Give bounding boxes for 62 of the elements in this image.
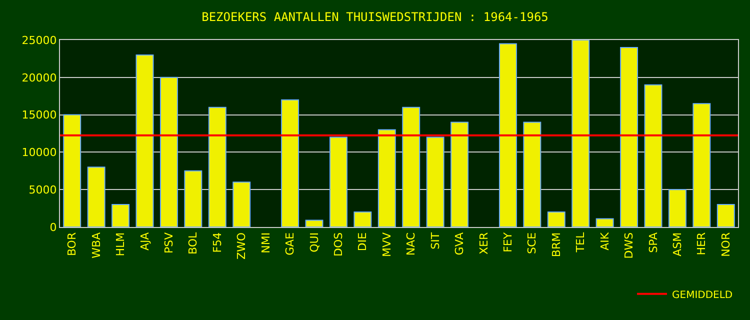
bar: [160, 76, 178, 227]
bar: [184, 170, 202, 227]
bar: [329, 136, 348, 227]
bar: [208, 106, 226, 227]
x-tick-label: AJA: [138, 232, 152, 251]
x-tick-label: DOS: [332, 232, 346, 257]
bar: [232, 182, 251, 227]
legend-label: GEMIDDELD: [672, 290, 733, 301]
y-tick-label: 10000: [22, 146, 57, 160]
bar: [63, 114, 82, 227]
bar: [402, 106, 420, 227]
bar: [136, 54, 154, 227]
x-tick-label: F54: [210, 232, 224, 253]
x-tick-label: SIT: [428, 232, 442, 250]
y-tick-label: 15000: [22, 108, 57, 122]
y-tick-label: 20000: [22, 71, 57, 84]
x-tick-label: BOR: [66, 232, 79, 256]
bar: [596, 218, 614, 227]
bar: [547, 212, 566, 227]
x-tick-label: ASM: [671, 232, 684, 256]
bar: [112, 204, 130, 227]
x-tick-label: SPA: [646, 232, 660, 253]
bar: [498, 43, 517, 227]
bar: [450, 122, 469, 227]
bar: [354, 212, 372, 227]
x-tick-label: MVV: [380, 232, 394, 257]
bar: [523, 122, 542, 227]
bar: [716, 204, 735, 227]
bar: [378, 129, 396, 227]
x-tick-label: DWS: [622, 232, 636, 259]
bar: [644, 84, 662, 227]
y-tick-label: 5000: [28, 183, 57, 196]
x-tick-label: NAC: [404, 232, 418, 256]
bar: [692, 103, 711, 227]
x-tick-label: WBA: [90, 232, 103, 258]
x-tick-label: XER: [477, 232, 490, 255]
x-tick-label: BRM: [550, 232, 563, 258]
x-tick-label: FEY: [502, 232, 515, 252]
bar: [668, 189, 686, 227]
y-tick-label: 25000: [22, 34, 57, 47]
x-tick-label: SCE: [526, 232, 539, 254]
x-tick-label: NOR: [719, 232, 732, 257]
bar: [281, 99, 300, 227]
bar: [426, 136, 444, 227]
x-tick-label: PSV: [162, 232, 176, 254]
chart-title: BEZOEKERS AANTALLEN THUISWEDSTRIJDEN : 1964-1965: [202, 10, 548, 24]
y-tick-label: 0: [50, 220, 57, 234]
x-tick-label: NMI: [259, 232, 272, 254]
bar: [305, 220, 324, 227]
x-tick-label: GVA: [453, 232, 466, 256]
x-tick-label: QUI: [308, 232, 321, 252]
bar: [572, 40, 590, 227]
x-tick-label: HER: [695, 232, 708, 256]
x-tick-label: TEL: [574, 232, 588, 254]
x-tick-label: BOL: [186, 232, 200, 255]
x-tick-label: HLM: [114, 232, 128, 256]
bar: [620, 46, 638, 227]
x-tick-label: ZWO: [235, 232, 248, 260]
bar: [87, 166, 106, 227]
x-tick-label: GAE: [284, 232, 297, 256]
x-tick-label: AIK: [598, 232, 612, 250]
x-tick-label: DIE: [356, 232, 370, 252]
